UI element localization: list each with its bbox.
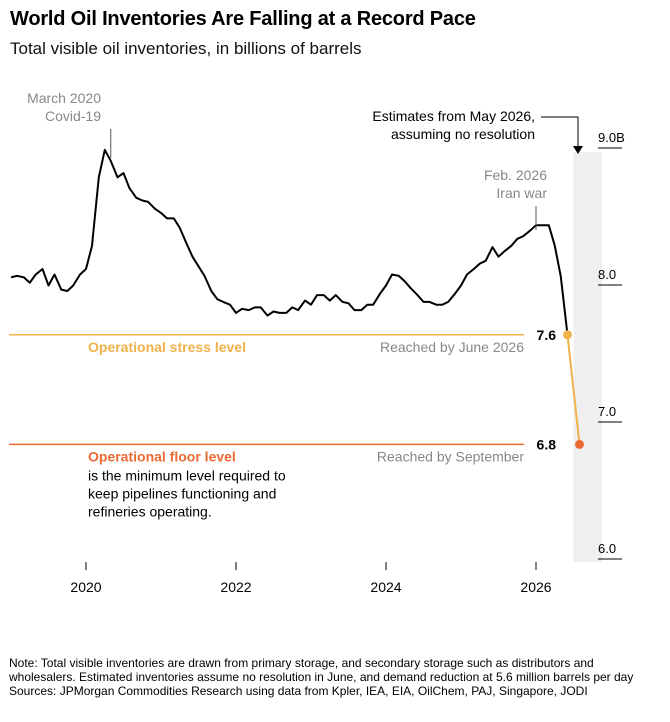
floor-reached-label: Reached by September bbox=[377, 448, 524, 464]
x-tick-label: 2024 bbox=[370, 579, 401, 595]
y-tick-label: 6.0 bbox=[598, 541, 616, 556]
x-tick-label: 2026 bbox=[520, 579, 551, 595]
y-tick-label: 7.0 bbox=[598, 404, 616, 419]
covid-annotation-label: March 2020 bbox=[27, 90, 101, 106]
footer: Note: Total visible inventories are draw… bbox=[9, 656, 659, 698]
stress-reached-label: Reached by June 2026 bbox=[380, 339, 524, 355]
inventory-series-line bbox=[10, 148, 569, 335]
estimate-series-line bbox=[566, 334, 581, 445]
estimate-band-label: Estimates from May 2026, bbox=[372, 108, 535, 124]
estimate-band-label: assuming no resolution bbox=[391, 126, 535, 142]
chart-area: Operational stress level Reached by June … bbox=[9, 90, 625, 595]
footnote: Note: Total visible inventories are draw… bbox=[9, 656, 634, 684]
stress-value-label: 7.6 bbox=[537, 327, 557, 343]
iran-annotation-label: Iran war bbox=[496, 185, 547, 201]
sources: Sources: JPMorgan Commodities Research u… bbox=[9, 684, 588, 698]
chart-title: World Oil Inventories Are Falling at a R… bbox=[10, 8, 476, 30]
floor-level-note: is the minimum level required to keep pip… bbox=[88, 467, 286, 519]
stress-marker bbox=[563, 330, 572, 340]
floor-marker bbox=[575, 439, 584, 449]
stress-level-label: Operational stress level bbox=[88, 339, 246, 355]
covid-annotation-label: Covid-19 bbox=[45, 108, 101, 124]
x-tick-label: 2020 bbox=[70, 579, 101, 595]
iran-annotation-label: Feb. 2026 bbox=[484, 167, 547, 183]
x-tick-label: 2022 bbox=[220, 579, 251, 595]
estimate-band bbox=[573, 152, 602, 562]
estimate-arrow-head bbox=[573, 146, 583, 154]
floor-value-label: 6.8 bbox=[537, 436, 557, 452]
chart-subtitle: Total visible oil inventories, in billio… bbox=[10, 39, 362, 58]
estimate-arrow-line bbox=[541, 116, 579, 150]
y-tick-label: 9.0B bbox=[598, 130, 625, 145]
floor-level-label: Operational floor level bbox=[88, 448, 236, 464]
y-tick-label: 8.0 bbox=[598, 267, 616, 282]
